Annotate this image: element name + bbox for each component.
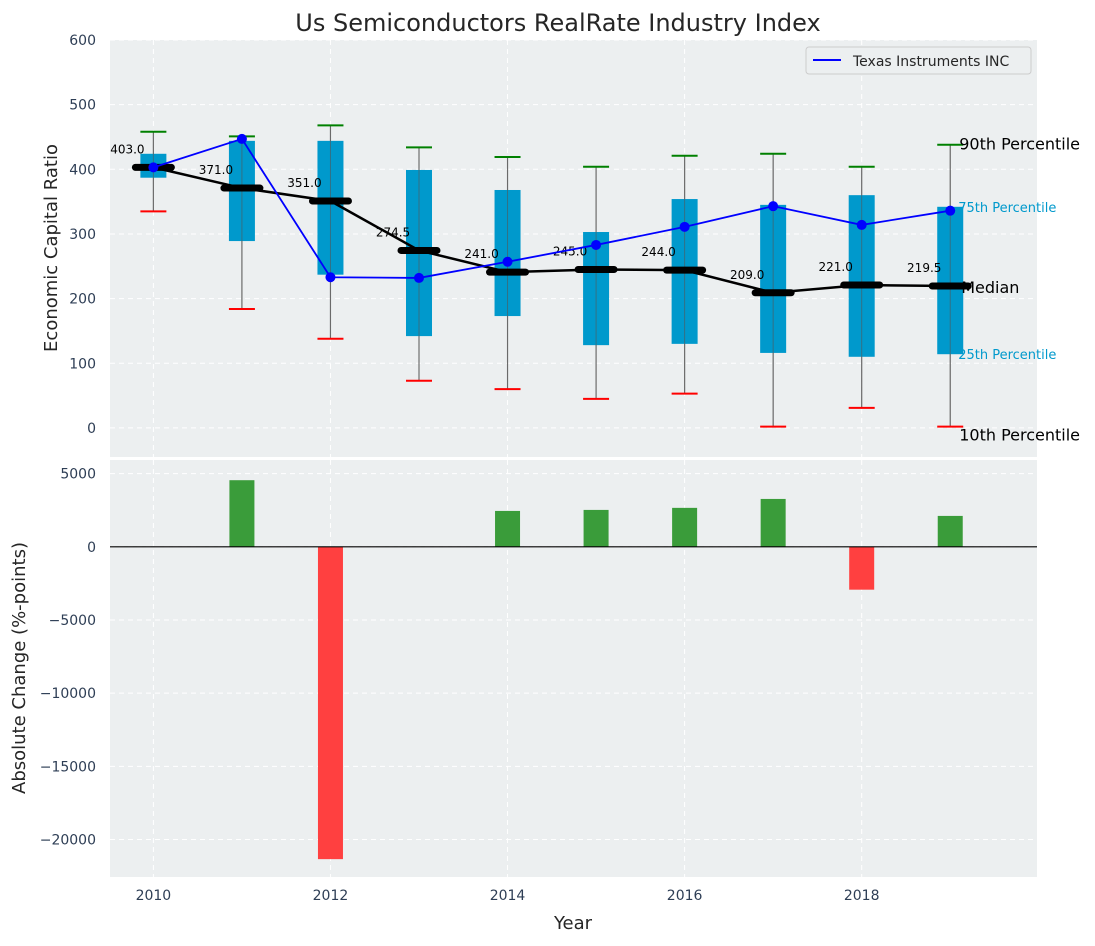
change-bar — [849, 546, 875, 590]
x-tick-label: 2012 — [313, 888, 349, 904]
annotation-75th-percentile: 75th Percentile — [958, 201, 1056, 216]
bottom-y-tick-label: −5000 — [49, 613, 96, 629]
median-value-label: 351.0 — [287, 176, 321, 190]
bottom-y-tick-label: 5000 — [60, 467, 96, 483]
change-bar — [672, 507, 698, 547]
bottom-y-axis-label: Absolute Change (%-points) — [9, 542, 30, 794]
top-y-tick-label: 0 — [87, 421, 96, 437]
change-bar — [937, 515, 963, 547]
bottom-y-tick-label: −20000 — [40, 833, 96, 849]
bottom-plot-area — [110, 460, 1037, 877]
annotation-90th-percentile: 90th Percentile — [959, 135, 1080, 154]
series-line-texas-instruments — [153, 137, 951, 279]
top-y-tick-label: 300 — [69, 227, 96, 243]
annotation-10th-percentile: 10th Percentile — [959, 426, 1080, 445]
top-y-tick-label: 200 — [69, 292, 96, 308]
x-tick-label: 2016 — [667, 888, 703, 904]
series-point — [414, 272, 424, 283]
x-tick-label: 2018 — [844, 888, 880, 904]
annotation-25th-percentile: 25th Percentile — [958, 348, 1056, 363]
change-bar — [495, 510, 521, 547]
top-y-tick-label: 500 — [69, 98, 96, 114]
change-bar — [229, 480, 255, 547]
change-bar — [583, 509, 609, 547]
bottom-y-tick-label: −15000 — [40, 759, 96, 775]
x-axis-label: Year — [553, 913, 593, 934]
legend-label: Texas Instruments INC — [852, 54, 1010, 70]
median-value-label: 209.0 — [730, 268, 764, 282]
median-value-label: 371.0 — [199, 163, 233, 177]
median-value-label: 244.0 — [641, 245, 675, 259]
top-y-tick-label: 400 — [69, 162, 96, 178]
legend: Texas Instruments INC — [805, 46, 1032, 75]
series-point — [591, 239, 602, 250]
median-value-label: 221.0 — [819, 260, 853, 274]
median-value-label: 274.5 — [376, 225, 410, 239]
median-value-label: 241.0 — [464, 247, 498, 261]
median-line — [153, 166, 951, 295]
series-point — [325, 272, 336, 283]
median-value-label: 403.0 — [110, 142, 144, 156]
change-bar — [317, 546, 343, 860]
x-tick-label: 2010 — [136, 888, 172, 904]
annotation-median: Median — [961, 278, 1019, 297]
bottom-y-tick-label: 0 — [87, 540, 96, 556]
series-point — [502, 256, 513, 267]
series-point — [856, 219, 867, 230]
series-point — [945, 205, 956, 216]
series-point — [679, 221, 690, 232]
median-value-label: 219.5 — [907, 261, 941, 275]
series-point — [768, 201, 779, 212]
change-bar — [760, 498, 786, 547]
chart-title: Us Semiconductors RealRate Industry Inde… — [295, 9, 820, 37]
top-y-tick-label: 600 — [69, 33, 96, 49]
top-y-tick-label: 100 — [69, 356, 96, 372]
top-y-axis-label: Economic Capital Ratio — [41, 144, 62, 352]
series-point — [236, 133, 247, 144]
legend-box — [805, 46, 1032, 75]
x-tick-label: 2014 — [490, 888, 526, 904]
bottom-y-tick-label: −10000 — [40, 686, 96, 702]
series-point — [148, 162, 159, 173]
